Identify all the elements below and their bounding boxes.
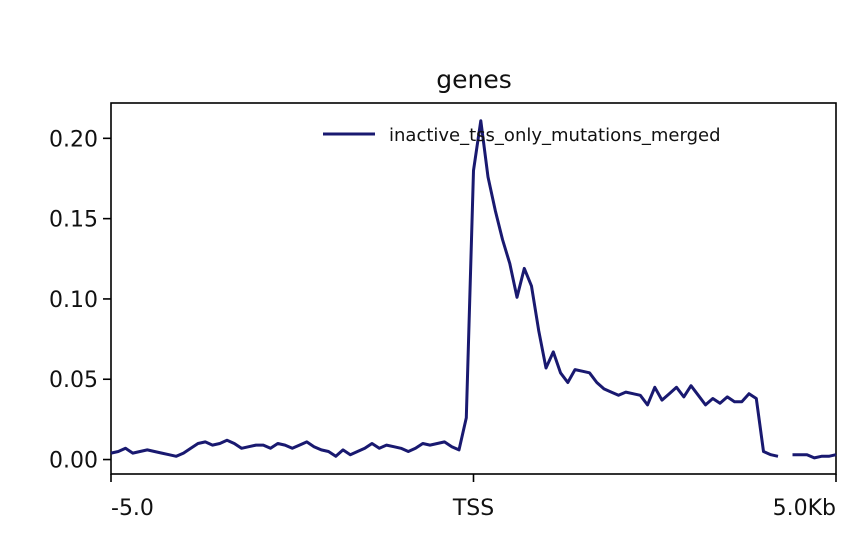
x-tick-label: TSS xyxy=(452,496,494,521)
chart-title: genes xyxy=(436,65,512,94)
y-tick-label: 0.05 xyxy=(49,368,98,393)
y-tick-label: 0.00 xyxy=(49,449,98,474)
y-tick-label: 0.10 xyxy=(49,288,98,313)
legend: inactive_tss_only_mutations_merged xyxy=(323,125,721,146)
series-layer xyxy=(110,119,837,460)
y-tick-label: 0.20 xyxy=(49,127,98,152)
x-tick-label: -5.0 xyxy=(111,496,154,521)
legend-label: inactive_tss_only_mutations_merged xyxy=(389,125,721,146)
y-tick-label: 0.15 xyxy=(49,208,98,233)
series-line xyxy=(110,119,837,460)
plot-frame xyxy=(110,102,837,475)
y-axis: 0.00 0.05 0.10 0.15 0.20 xyxy=(49,127,111,474)
x-axis: -5.0 TSS 5.0Kb xyxy=(110,474,837,521)
x-tick-label: 5.0Kb xyxy=(773,496,836,521)
